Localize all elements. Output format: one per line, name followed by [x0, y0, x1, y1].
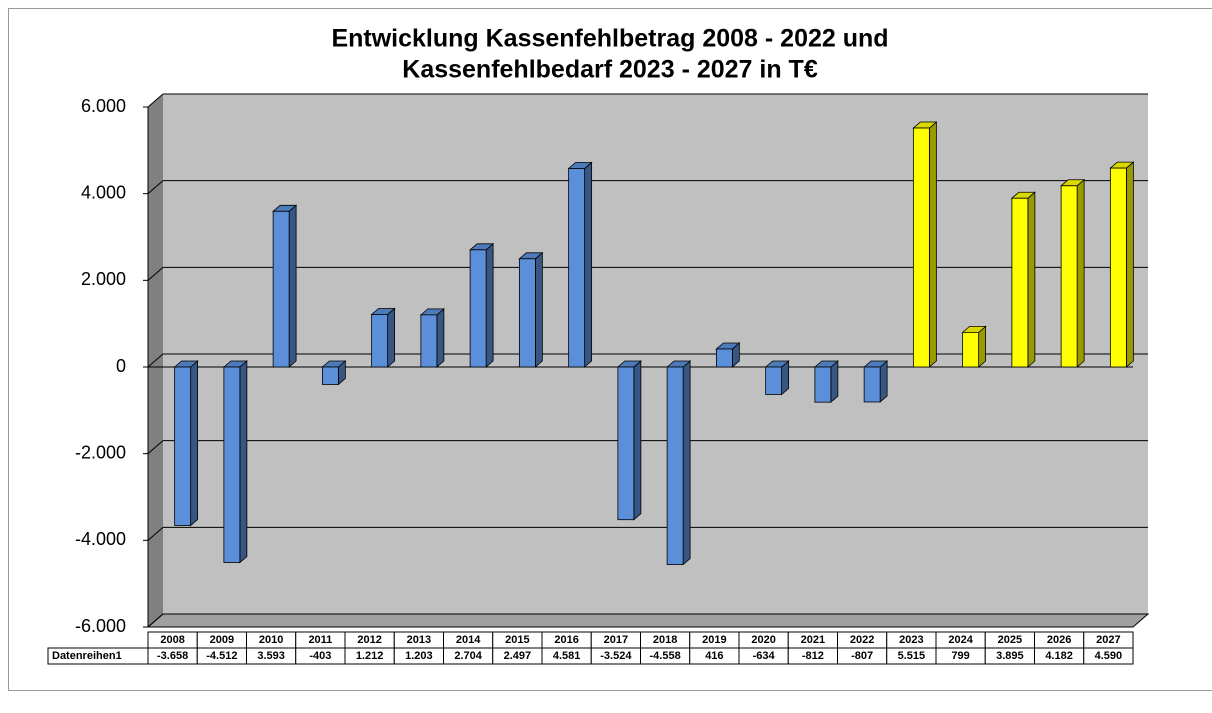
data-label: 4.590: [1095, 650, 1123, 662]
data-label: 5.515: [898, 650, 926, 662]
x-tick-label: 2025: [998, 634, 1022, 646]
data-label: -807: [851, 650, 873, 662]
x-tick-label: 2008: [160, 634, 184, 646]
data-label: -4.558: [650, 650, 681, 662]
x-tick-label: 2015: [505, 634, 529, 646]
bar-side: [534, 251, 543, 368]
legend-label: Datenreihen1: [52, 650, 122, 662]
table-cell: [1083, 647, 1134, 665]
x-tick-label: 2020: [751, 634, 775, 646]
bar-side: [1076, 178, 1085, 368]
x-tick-label: 2024: [948, 634, 973, 646]
x-tick-label: 2014: [456, 634, 481, 646]
grid-line: [147, 613, 164, 628]
bar: [962, 331, 980, 368]
floor: [146, 613, 1150, 628]
x-tick-label: 2023: [899, 634, 923, 646]
chart-title: Kassenfehlbedarf 2023 - 2027 in T€: [402, 56, 818, 84]
y-tick-label: 0: [116, 356, 126, 376]
x-tick-label: 2019: [702, 634, 726, 646]
y-tick-label: 4.000: [81, 182, 126, 202]
grid-line: [147, 266, 164, 281]
bar: [272, 210, 290, 368]
x-tick-label: 2013: [407, 634, 431, 646]
bar: [420, 314, 438, 368]
bar: [321, 366, 339, 385]
grid-line: [147, 180, 164, 195]
x-tick-label: 2021: [801, 634, 825, 646]
bar-side: [190, 360, 199, 527]
x-tick-label: 2010: [259, 634, 283, 646]
data-label: 3.895: [996, 650, 1024, 662]
y-tick-label: 2.000: [81, 269, 126, 289]
bar-side: [928, 121, 937, 368]
bar-side: [978, 325, 987, 368]
data-label: -634: [753, 650, 776, 662]
x-tick-label: 2009: [210, 634, 234, 646]
data-label: -812: [802, 650, 824, 662]
bar-side: [830, 360, 839, 404]
data-label: -3.524: [600, 650, 632, 662]
grid-line: [147, 440, 164, 455]
data-label: 2.497: [504, 650, 532, 662]
bar-side: [485, 242, 494, 368]
bar-side: [584, 161, 593, 368]
bar: [814, 366, 832, 403]
data-label: 4.182: [1045, 650, 1073, 662]
bar: [568, 168, 586, 368]
bar: [863, 366, 881, 403]
bar: [174, 366, 192, 526]
bar: [617, 366, 635, 521]
bar: [1109, 167, 1127, 368]
x-tick-label: 2016: [554, 634, 578, 646]
bar-side: [387, 307, 396, 368]
data-label: -403: [309, 650, 331, 662]
bar: [469, 249, 487, 368]
grid-line: [147, 526, 164, 541]
bar: [912, 127, 930, 368]
data-label: -3.658: [157, 650, 188, 662]
bar-side: [1027, 191, 1036, 368]
chart-frame: [8, 8, 1212, 691]
x-tick-label: 2011: [308, 634, 332, 646]
bar-side: [436, 308, 445, 368]
bar-side: [288, 204, 297, 368]
y-tick-label: -2.000: [75, 442, 126, 462]
data-label: -4.512: [206, 650, 237, 662]
x-tick-label: 2017: [604, 634, 628, 646]
data-label: 4.581: [553, 650, 581, 662]
bar-side: [879, 360, 888, 403]
grid-line: [147, 93, 164, 108]
x-tick-label: 2022: [850, 634, 874, 646]
bar: [518, 258, 536, 368]
bar: [765, 366, 783, 395]
bar: [666, 366, 684, 565]
bar-side: [682, 360, 691, 566]
x-tick-label: 2026: [1047, 634, 1071, 646]
y-tick-label: -4.000: [75, 529, 126, 549]
bar: [371, 314, 389, 368]
bar: [223, 366, 241, 563]
bar-side: [239, 360, 248, 564]
data-label: 799: [951, 650, 969, 662]
data-label: 3.593: [257, 650, 285, 662]
x-tick-label: 2027: [1096, 634, 1120, 646]
data-label: 2.704: [454, 650, 482, 662]
bar: [1060, 185, 1078, 368]
bar-side: [633, 360, 642, 521]
bar-side: [1125, 161, 1134, 368]
bar: [1011, 197, 1029, 368]
data-label: 1.203: [405, 650, 433, 662]
x-tick-label: 2012: [357, 634, 381, 646]
data-label: 1.212: [356, 650, 384, 662]
grid-line: [147, 353, 164, 368]
bar: [715, 348, 733, 368]
x-tick-label: 2018: [653, 634, 677, 646]
y-tick-label: -6.000: [75, 616, 126, 636]
data-label: 416: [705, 650, 723, 662]
y-tick-label: 6.000: [81, 96, 126, 116]
chart-title: Entwicklung Kassenfehlbetrag 2008 - 2022…: [331, 25, 888, 53]
